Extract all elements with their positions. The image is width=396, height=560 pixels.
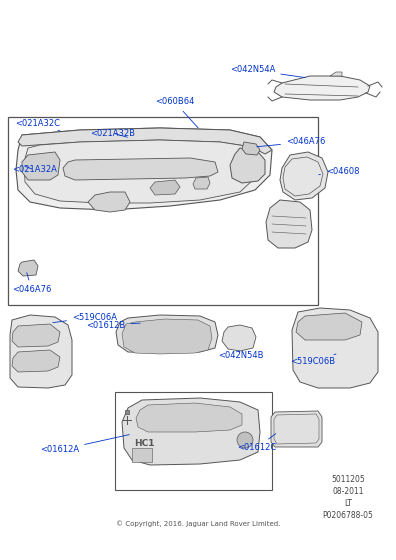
Polygon shape: [10, 315, 72, 388]
Text: HC1: HC1: [134, 440, 154, 449]
Polygon shape: [274, 76, 370, 100]
Text: <021A32C: <021A32C: [15, 119, 60, 131]
Text: <519C06B: <519C06B: [290, 354, 336, 366]
Polygon shape: [18, 260, 38, 276]
Polygon shape: [22, 152, 60, 180]
Polygon shape: [12, 324, 60, 347]
Polygon shape: [63, 158, 218, 180]
Polygon shape: [18, 128, 272, 154]
Text: <04608: <04608: [319, 167, 360, 176]
Polygon shape: [136, 403, 242, 432]
Polygon shape: [12, 350, 60, 372]
Text: <021A32B: <021A32B: [90, 128, 135, 138]
Text: <046A76: <046A76: [12, 273, 51, 295]
Polygon shape: [122, 398, 260, 465]
Polygon shape: [222, 325, 256, 351]
Text: LT: LT: [344, 500, 352, 508]
Polygon shape: [292, 308, 378, 388]
Polygon shape: [16, 128, 272, 210]
Text: <046A76: <046A76: [257, 138, 326, 147]
Text: P0206788-05: P0206788-05: [323, 511, 373, 520]
Polygon shape: [150, 180, 180, 195]
Polygon shape: [266, 200, 312, 248]
Text: © Copyright, 2016. Jaguar Land Rover Limited.: © Copyright, 2016. Jaguar Land Rover Lim…: [116, 521, 280, 528]
Polygon shape: [230, 148, 265, 183]
Text: 08-2011: 08-2011: [332, 488, 364, 497]
Text: <042N54A: <042N54A: [230, 66, 305, 78]
Polygon shape: [271, 411, 322, 447]
Text: <021A32A: <021A32A: [12, 166, 57, 175]
Polygon shape: [242, 142, 260, 155]
Text: <01612C: <01612C: [237, 433, 276, 452]
Text: <01612A: <01612A: [40, 435, 129, 455]
Polygon shape: [280, 152, 328, 200]
Bar: [8, 117, 318, 305]
Polygon shape: [24, 140, 258, 203]
Text: <042N54B: <042N54B: [218, 351, 263, 360]
Text: <519C06A: <519C06A: [53, 312, 117, 323]
Polygon shape: [88, 192, 130, 212]
Polygon shape: [296, 313, 362, 340]
Text: <060B64: <060B64: [155, 97, 198, 128]
Polygon shape: [193, 177, 210, 189]
Polygon shape: [330, 72, 342, 76]
Text: 5011205: 5011205: [331, 475, 365, 484]
Polygon shape: [116, 315, 218, 353]
Polygon shape: [122, 319, 212, 354]
Bar: [115, 392, 272, 490]
Circle shape: [237, 432, 253, 448]
Bar: [132, 448, 152, 462]
Text: <01612B: <01612B: [86, 320, 140, 329]
